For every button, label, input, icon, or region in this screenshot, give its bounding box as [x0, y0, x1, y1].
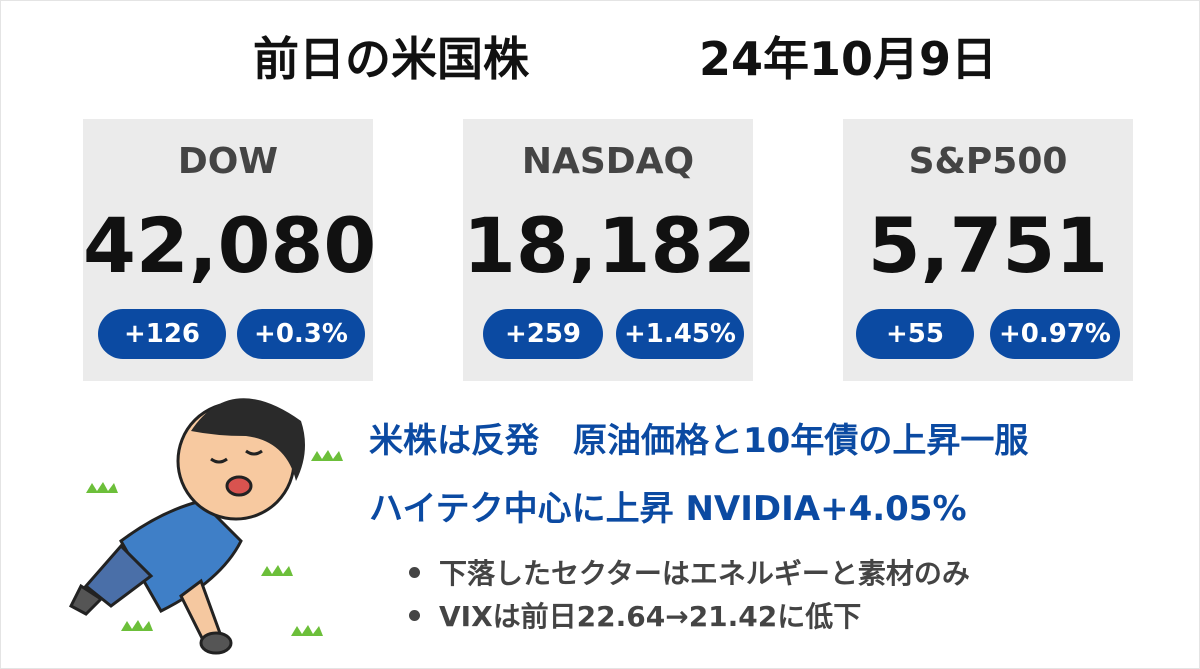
shorts	[83, 543, 154, 608]
change-pill: +126	[98, 309, 226, 359]
eyes	[210, 449, 263, 464]
illustration	[69, 398, 343, 655]
mouth	[225, 475, 253, 497]
index-value: 42,080	[83, 201, 377, 290]
index-card: S&P500 5,751 +55 +0.97%	[843, 119, 1133, 381]
bullet-dot	[409, 567, 420, 578]
percent-pill: +0.97%	[990, 309, 1120, 359]
hair	[191, 398, 305, 481]
shoe	[69, 583, 104, 616]
index-name: NASDAQ	[521, 141, 695, 182]
index-card: DOW 42,080 +126 +0.3%	[83, 119, 377, 381]
shoe	[199, 631, 233, 655]
bullet-text: VIXは前日22.64→21.42に低下	[439, 600, 862, 633]
grass	[86, 450, 343, 636]
index-name: S&P500	[908, 141, 1068, 182]
change-pill: +259	[483, 309, 603, 359]
headline: ハイテク中心に上昇 NVIDIA+4.05%	[369, 489, 967, 529]
index-card: NASDAQ 18,182 +259 +1.45%	[463, 119, 757, 381]
headline: 米株は反発 原油価格と10年債の上昇一服	[369, 421, 1029, 461]
change-pill: +55	[856, 309, 974, 359]
index-value: 18,182	[463, 201, 757, 290]
bullet-text: 下落したセクターはエネルギーと素材のみ	[439, 557, 970, 590]
index-name: DOW	[177, 141, 279, 182]
bullet-dot	[409, 610, 420, 621]
title: 前日の米国株	[253, 32, 529, 86]
index-value: 5,751	[867, 201, 1109, 290]
date: 24年10月9日	[699, 32, 998, 86]
percent-pill: +0.3%	[237, 309, 365, 359]
percent-pill: +1.45%	[616, 309, 744, 359]
